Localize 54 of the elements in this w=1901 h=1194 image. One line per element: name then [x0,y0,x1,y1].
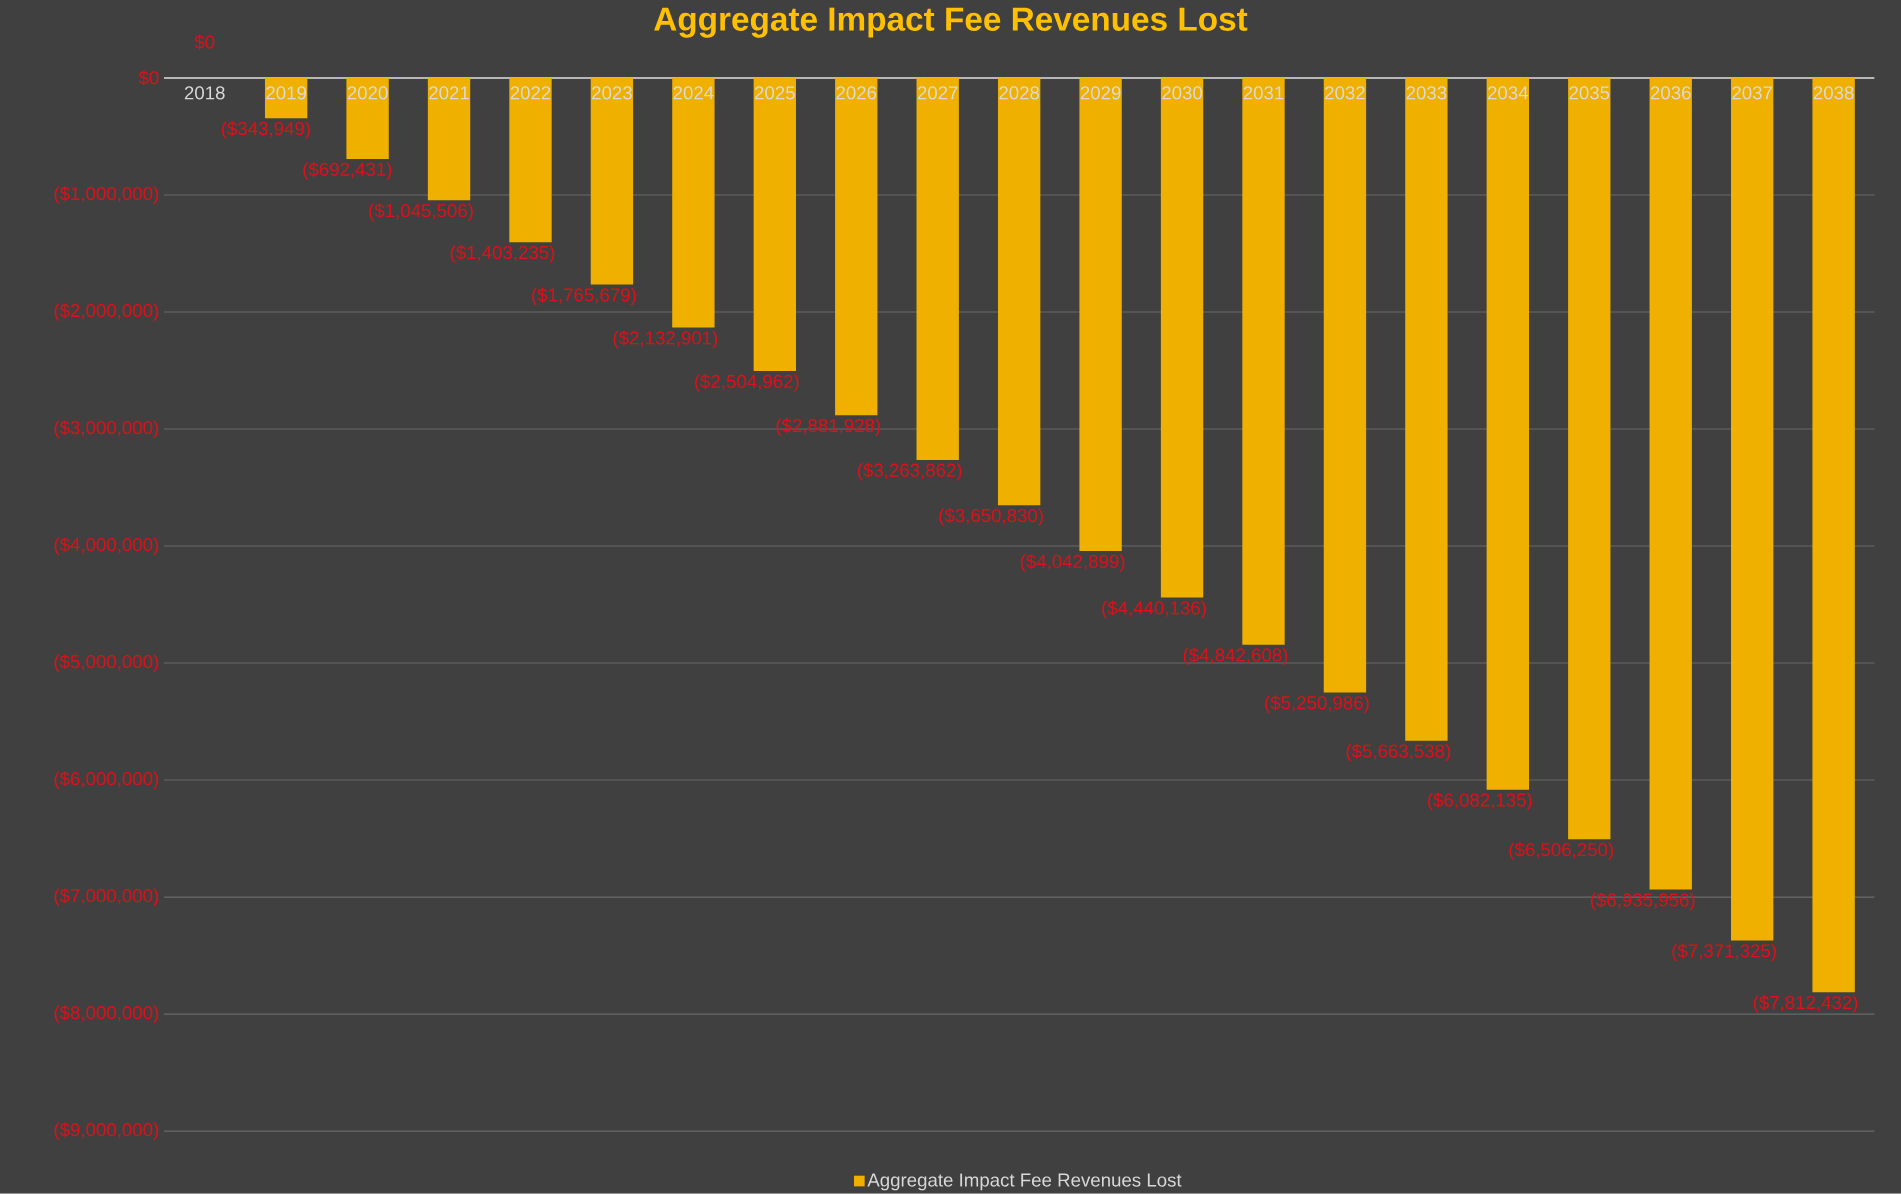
x-tick-label: 2023 [592,86,632,100]
x-tick-label: 2031 [1243,86,1284,100]
data-label: ($2,504,962) [695,374,799,392]
y-tick-label: $0 [138,70,159,86]
x-tick-label: 2035 [1569,86,1610,100]
data-label: ($5,663,538) [1346,743,1451,762]
x-tick-label: 2018 [184,86,225,100]
y-tick-label: ($2,000,000) [54,303,159,321]
x-tick-label: 2024 [673,86,714,100]
x-tick-label: 2037 [1732,86,1772,100]
y-tick-label: ($5,000,000) [54,654,159,673]
data-label: ($7,371,325) [1672,943,1776,962]
y-tick-label: ($3,000,000) [54,420,159,438]
y-tick-label: ($9,000,000) [54,1122,159,1141]
x-tick-label: 2032 [1325,86,1365,100]
x-tick-label: 2027 [917,86,958,100]
y-tick-label: ($6,000,000) [54,771,159,790]
x-tick-label: 2029 [1080,86,1121,100]
data-label: ($1,765,679) [532,287,636,306]
y-tick-label: ($7,000,000) [54,888,159,907]
x-tick-label: 2020 [347,86,388,100]
data-label: ($692,431) [303,162,392,180]
x-tick-label: 2038 [1813,86,1854,100]
x-tick-label: 2019 [266,86,307,100]
data-label: ($3,650,830) [939,508,1043,526]
data-label: ($2,881,928) [776,418,880,436]
data-label: ($1,403,235) [450,245,555,263]
data-label: ($2,132,901) [613,330,718,349]
data-label: ($4,842,608) [1183,647,1288,666]
legend-label: Aggregate Impact Fee Revenues Lost [867,1173,1182,1191]
data-label: $0 [194,34,215,50]
x-tick-label: 2033 [1406,86,1447,100]
y-tick-label: ($8,000,000) [54,1005,159,1024]
x-tick-label: 2022 [510,86,551,100]
y-tick-label: ($4,000,000) [54,537,159,556]
data-label: ($6,082,135) [1428,792,1532,811]
data-label: ($5,250,986) [1265,695,1369,714]
x-tick-label: 2021 [429,86,469,100]
x-tick-label: 2036 [1650,86,1691,100]
data-label: ($4,042,899) [1020,554,1125,572]
data-label: ($6,506,250) [1509,842,1614,861]
data-label: ($343,949) [221,121,310,139]
data-label: ($6,935,956) [1590,892,1695,911]
y-tick-label: ($1,000,000) [54,186,159,204]
x-tick-label: 2026 [836,86,877,100]
x-tick-label: 2030 [1162,86,1203,100]
x-tick-label: 2025 [755,86,795,100]
data-label: ($7,812,432) [1753,995,1858,1013]
x-tick-label: 2028 [999,86,1040,100]
chart-title: Aggregate Impact Fee Revenues Lost [654,7,1248,38]
x-tick-label: 2034 [1488,86,1529,100]
data-label: ($3,263,862) [857,462,962,481]
data-label: ($4,440,136) [1102,600,1206,619]
data-label: ($1,045,506) [369,203,473,222]
